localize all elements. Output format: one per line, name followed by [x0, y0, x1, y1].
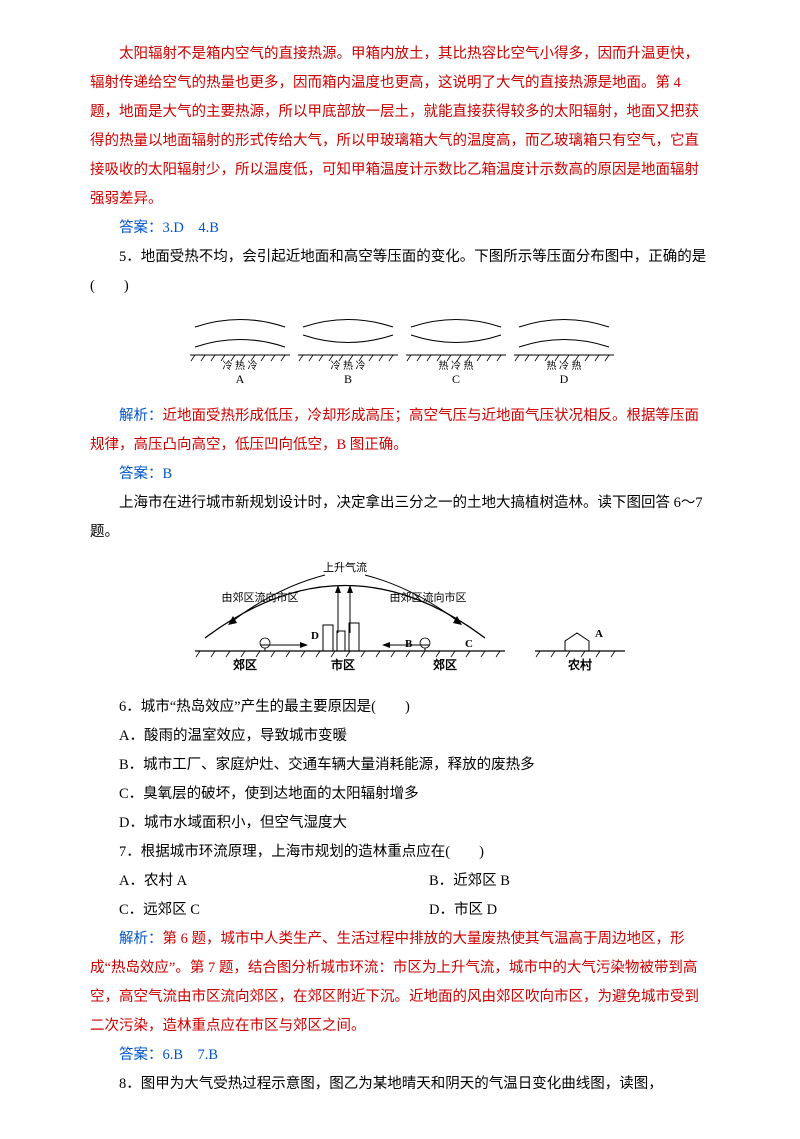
answer-label: 答案：	[119, 220, 163, 236]
q5-explanation: 解析：近地面受热形成低压，冷却形成高压；高空气压与近地面气压状况相反。根据等压面…	[90, 402, 710, 460]
q6-7-intro: 上海市在进行城市新规划设计时，决定拿出三分之一的土地大搞植树造林。读下图回答 6…	[90, 489, 710, 547]
q6-option-b: B．城市工厂、家庭炉灶、交通车辆大量消耗能源，释放的废热多	[90, 751, 710, 780]
svg-text:D: D	[311, 630, 319, 642]
svg-text:A: A	[595, 628, 603, 640]
answer-3-4: 答案：3.D 4.B	[90, 214, 710, 243]
q6-option-a: A．酸雨的温室效应，导致城市变暖	[90, 722, 710, 751]
svg-text:上升气流: 上升气流	[323, 560, 367, 574]
svg-text:A: A	[236, 372, 245, 386]
isobaric-panel-c: 热 冷 热 C	[406, 320, 506, 387]
q6-stem: 6．城市“热岛效应”产生的最主要原因是( )	[90, 693, 710, 722]
explanation-text: 近地面受热形成低压，冷却形成高压；高空气压与近地面气压状况相反。根据等压面规律，…	[90, 408, 699, 453]
svg-text:热 冷 热: 热 冷 热	[439, 359, 474, 372]
q6-7-explanation: 解析：第 6 题，城市中人类生产、生活过程中排放的大量废热使其气温高于周边地区，…	[90, 925, 710, 1041]
svg-text:D: D	[560, 372, 569, 386]
isobaric-panel-b: 冷 热 冷 B	[298, 320, 398, 387]
q7-row1: A．农村 A B．近郊区 B	[90, 867, 710, 896]
intro-explanation: 太阳辐射不是箱内空气的直接热源。甲箱内放土，其比热容比空气小得多，因而升温更快，…	[90, 40, 710, 214]
answer-label: 答案：	[119, 1047, 163, 1063]
q7-stem: 7．根据城市环流原理，上海市规划的造林重点应在( )	[90, 838, 710, 867]
q6-option-c: C．臭氧层的破坏，使到达地面的太阳辐射增多	[90, 780, 710, 809]
q6-option-d: D．城市水域面积小，但空气湿度大	[90, 809, 710, 838]
q7-option-c: C．远郊区 C	[90, 896, 400, 925]
svg-text:热 冷 热: 热 冷 热	[547, 359, 582, 372]
svg-text:冷 热 冷: 冷 热 冷	[223, 359, 258, 372]
explanation-label: 解析：	[119, 408, 163, 424]
q7-option-b: B．近郊区 B	[400, 867, 710, 896]
figure-isobaric-surfaces: 冷 热 冷 A 冷 热 冷 B	[90, 307, 710, 398]
explanation-label: 解析：	[119, 931, 163, 947]
explanation-text: 第 6 题，城市中人类生产、生活过程中排放的大量废热使其气温高于周边地区，形成“…	[90, 931, 699, 1034]
q7-row2: C．远郊区 C D．市区 D	[90, 896, 710, 925]
q7-option-d: D．市区 D	[400, 896, 710, 925]
q8-stem: 8．图甲为大气受热过程示意图，图乙为某地晴天和阴天的气温日变化曲线图，读图，	[90, 1070, 710, 1099]
svg-text:由郊区流向市区: 由郊区流向市区	[222, 590, 299, 604]
answer-6-7: 答案：6.B 7.B	[90, 1041, 710, 1070]
svg-text:郊区: 郊区	[433, 657, 457, 672]
svg-text:市区: 市区	[331, 657, 355, 672]
svg-text:冷 热 冷: 冷 热 冷	[331, 359, 366, 372]
svg-text:B: B	[344, 372, 352, 386]
isobaric-panel-d: 热 冷 热 D	[514, 320, 614, 387]
svg-text:C: C	[452, 372, 460, 386]
answer-text: 6.B 7.B	[163, 1047, 219, 1063]
answer-text: B	[163, 466, 173, 482]
svg-text:由郊区流向市区: 由郊区流向市区	[390, 590, 467, 604]
answer-5: 答案：B	[90, 460, 710, 489]
isobaric-panel-a: 冷 热 冷 A	[190, 320, 290, 387]
svg-text:B: B	[405, 638, 413, 650]
answer-text: 3.D 4.B	[163, 220, 219, 236]
svg-text:农村: 农村	[567, 657, 592, 672]
figure-heat-island: 上升气流 由郊区流向市区 由郊区流向市区 D B C A 郊区 市区 郊区 农村	[90, 553, 710, 689]
svg-text:C: C	[465, 638, 473, 650]
q5-stem: 5．地面受热不均，会引起近地面和高空等压面的变化。下图所示等压面分布图中，正确的…	[90, 243, 710, 301]
svg-text:郊区: 郊区	[233, 657, 257, 672]
answer-label: 答案：	[119, 466, 163, 482]
q7-option-a: A．农村 A	[90, 867, 400, 896]
page: 太阳辐射不是箱内空气的直接热源。甲箱内放土，其比热容比空气小得多，因而升温更快，…	[0, 0, 800, 1139]
